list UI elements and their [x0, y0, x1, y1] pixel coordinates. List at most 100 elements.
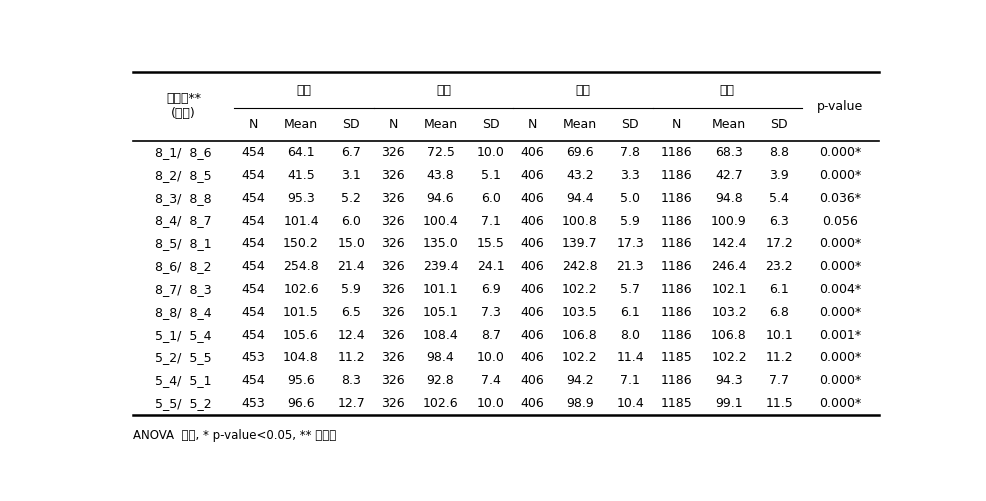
Text: 0.004*: 0.004*	[818, 283, 861, 296]
Text: 326: 326	[381, 214, 404, 227]
Text: 8.3: 8.3	[341, 374, 361, 387]
Text: 454: 454	[242, 169, 265, 182]
Text: 105.6: 105.6	[283, 329, 318, 342]
Text: 242.8: 242.8	[562, 260, 598, 273]
Text: 41.5: 41.5	[287, 169, 315, 182]
Text: 8_4/  8_7: 8_4/ 8_7	[155, 214, 211, 227]
Text: 0.056: 0.056	[821, 214, 858, 227]
Text: 1186: 1186	[661, 374, 692, 387]
Text: 135.0: 135.0	[422, 237, 458, 250]
Text: 7.1: 7.1	[619, 374, 640, 387]
Text: 406: 406	[520, 169, 544, 182]
Text: 326: 326	[381, 146, 404, 159]
Text: 326: 326	[381, 192, 404, 205]
Text: 5.9: 5.9	[341, 283, 361, 296]
Text: 95.6: 95.6	[287, 374, 315, 387]
Text: 326: 326	[381, 306, 404, 319]
Text: 95.3: 95.3	[287, 192, 315, 205]
Text: 전체: 전체	[719, 84, 734, 97]
Text: 142.4: 142.4	[711, 237, 746, 250]
Text: 6.0: 6.0	[341, 214, 361, 227]
Text: 10.4: 10.4	[616, 397, 644, 410]
Text: 7.1: 7.1	[480, 214, 500, 227]
Text: 1185: 1185	[661, 397, 692, 410]
Text: 103.5: 103.5	[561, 306, 598, 319]
Text: 3.9: 3.9	[769, 169, 789, 182]
Text: Mean: Mean	[423, 118, 458, 131]
Text: p-value: p-value	[816, 100, 863, 113]
Text: 102.2: 102.2	[562, 352, 598, 364]
Text: 15.5: 15.5	[476, 237, 504, 250]
Text: 태음: 태음	[296, 84, 312, 97]
Text: 101.5: 101.5	[283, 306, 318, 319]
Text: 454: 454	[242, 374, 265, 387]
Text: 326: 326	[381, 329, 404, 342]
Text: 102.6: 102.6	[283, 283, 318, 296]
Text: 406: 406	[520, 260, 544, 273]
Text: 0.001*: 0.001*	[818, 329, 861, 342]
Text: 239.4: 239.4	[422, 260, 458, 273]
Text: 69.6: 69.6	[566, 146, 594, 159]
Text: 454: 454	[242, 306, 265, 319]
Text: 소음: 소음	[436, 84, 451, 97]
Text: 1185: 1185	[661, 352, 692, 364]
Text: 406: 406	[520, 283, 544, 296]
Text: 406: 406	[520, 352, 544, 364]
Text: 326: 326	[381, 397, 404, 410]
Text: 406: 406	[520, 214, 544, 227]
Text: 454: 454	[242, 146, 265, 159]
Text: Mean: Mean	[284, 118, 317, 131]
Text: 108.4: 108.4	[422, 329, 458, 342]
Text: 94.4: 94.4	[566, 192, 594, 205]
Text: 1186: 1186	[661, 214, 692, 227]
Text: 6.9: 6.9	[480, 283, 500, 296]
Text: 406: 406	[520, 146, 544, 159]
Text: 6.3: 6.3	[769, 214, 789, 227]
Text: ANOVA  검정, * p-value<0.05, ** 백분율: ANOVA 검정, * p-value<0.05, ** 백분율	[132, 428, 335, 441]
Text: 102.2: 102.2	[562, 283, 598, 296]
Text: N: N	[528, 118, 536, 131]
Text: SD: SD	[481, 118, 499, 131]
Text: 8_6/  8_2: 8_6/ 8_2	[155, 260, 211, 273]
Text: 0.000*: 0.000*	[818, 397, 861, 410]
Text: 21.4: 21.4	[337, 260, 365, 273]
Text: 3.1: 3.1	[341, 169, 361, 182]
Text: 98.4: 98.4	[426, 352, 454, 364]
Text: 6.8: 6.8	[769, 306, 789, 319]
Text: 6.1: 6.1	[769, 283, 789, 296]
Text: 104.8: 104.8	[283, 352, 318, 364]
Text: 43.2: 43.2	[566, 169, 594, 182]
Text: 0.000*: 0.000*	[818, 352, 861, 364]
Text: 406: 406	[520, 397, 544, 410]
Text: 406: 406	[520, 192, 544, 205]
Text: 5.4: 5.4	[769, 192, 789, 205]
Text: 101.4: 101.4	[283, 214, 318, 227]
Text: 406: 406	[520, 374, 544, 387]
Text: 100.8: 100.8	[561, 214, 598, 227]
Text: 94.6: 94.6	[426, 192, 454, 205]
Text: 326: 326	[381, 283, 404, 296]
Text: 8_7/  8_3: 8_7/ 8_3	[155, 283, 211, 296]
Text: 406: 406	[520, 329, 544, 342]
Text: 7.7: 7.7	[769, 374, 789, 387]
Text: 326: 326	[381, 352, 404, 364]
Text: 6.7: 6.7	[341, 146, 361, 159]
Text: 8_8/  8_4: 8_8/ 8_4	[155, 306, 211, 319]
Text: 92.8: 92.8	[426, 374, 454, 387]
Text: 5_4/  5_1: 5_4/ 5_1	[155, 374, 211, 387]
Text: 326: 326	[381, 169, 404, 182]
Text: 453: 453	[242, 352, 265, 364]
Text: 11.4: 11.4	[616, 352, 644, 364]
Text: 17.2: 17.2	[765, 237, 793, 250]
Text: 139.7: 139.7	[562, 237, 598, 250]
Text: 3.3: 3.3	[620, 169, 640, 182]
Text: 406: 406	[520, 237, 544, 250]
Text: 8_5/  8_1: 8_5/ 8_1	[155, 237, 211, 250]
Text: 100.9: 100.9	[711, 214, 746, 227]
Text: SD: SD	[621, 118, 638, 131]
Text: 99.1: 99.1	[715, 397, 742, 410]
Text: 103.2: 103.2	[711, 306, 746, 319]
Text: 11.2: 11.2	[765, 352, 793, 364]
Text: 1186: 1186	[661, 260, 692, 273]
Text: 406: 406	[520, 306, 544, 319]
